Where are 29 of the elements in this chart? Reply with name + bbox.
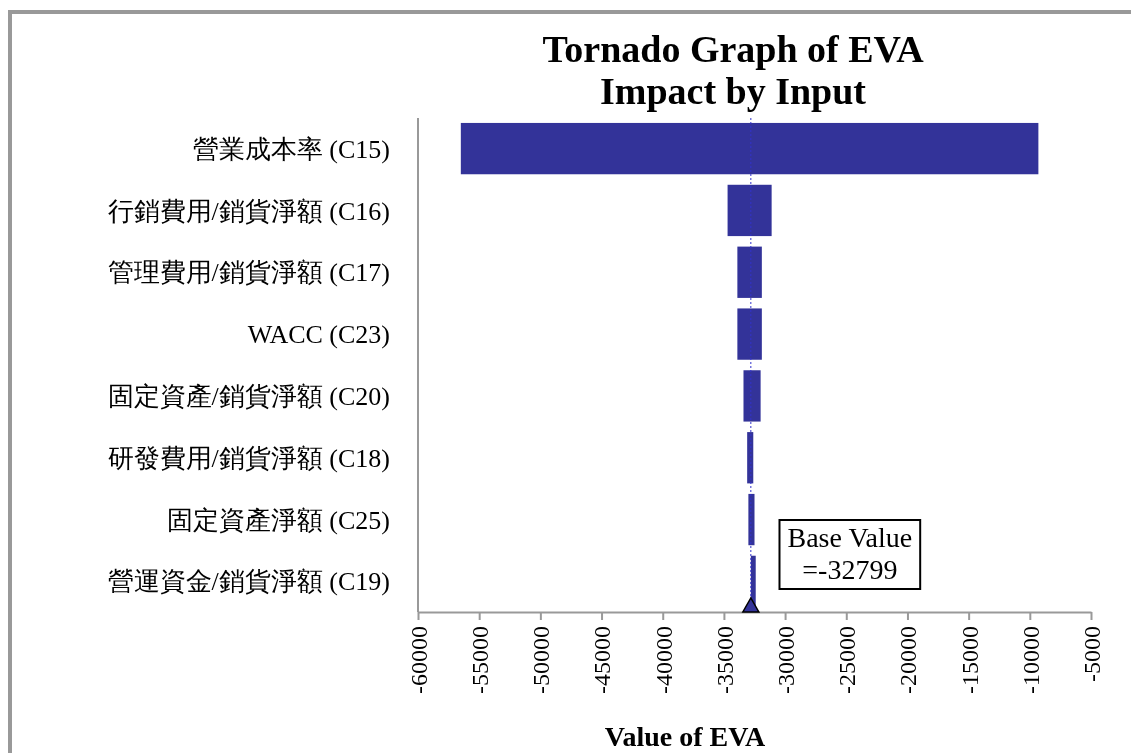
x-axis-title: Value of EVA xyxy=(604,721,766,752)
bar xyxy=(743,370,761,422)
y-tick-label: 固定資產淨額 (C25) xyxy=(166,505,390,535)
x-tick-label: -40000 xyxy=(650,626,677,694)
x-tick-label: -20000 xyxy=(895,626,922,694)
x-tick-label: -15000 xyxy=(956,626,983,694)
x-tick-label: -10000 xyxy=(1017,626,1044,694)
y-tick-label: 研發費用/銷貨淨額 (C18) xyxy=(107,443,390,473)
x-tick-label: -5000 xyxy=(1078,626,1105,682)
x-tick-label: -60000 xyxy=(405,626,432,694)
ref-line-label: Base Value =-32799 xyxy=(787,522,913,585)
y-tick-label: WACC (C23) xyxy=(247,320,390,350)
y-tick-label: 營運資金/銷貨淨額 (C19) xyxy=(107,567,390,597)
bar xyxy=(737,308,762,360)
x-tick-label: -45000 xyxy=(589,626,616,694)
chart-title: Tornado Graph of EVA Impact by Input xyxy=(542,28,925,112)
bar xyxy=(460,122,1039,175)
y-tick-label: 行銷費用/銷貨淨額 (C16) xyxy=(107,196,390,226)
y-tick-label: 管理費用/銷貨淨額 (C17) xyxy=(107,258,390,288)
bar xyxy=(727,184,772,237)
y-tick-label: 營業成本率 (C15) xyxy=(192,134,390,164)
x-tick-label: -35000 xyxy=(711,626,738,694)
x-tick-label: -30000 xyxy=(772,626,799,694)
bar xyxy=(748,493,755,546)
x-tick-label: -55000 xyxy=(467,626,494,694)
bar xyxy=(737,246,762,298)
x-tick-label: -25000 xyxy=(834,626,861,694)
x-tick-label: -50000 xyxy=(528,626,555,694)
y-tick-label: 固定資產/銷貨淨額 (C20) xyxy=(107,382,390,412)
